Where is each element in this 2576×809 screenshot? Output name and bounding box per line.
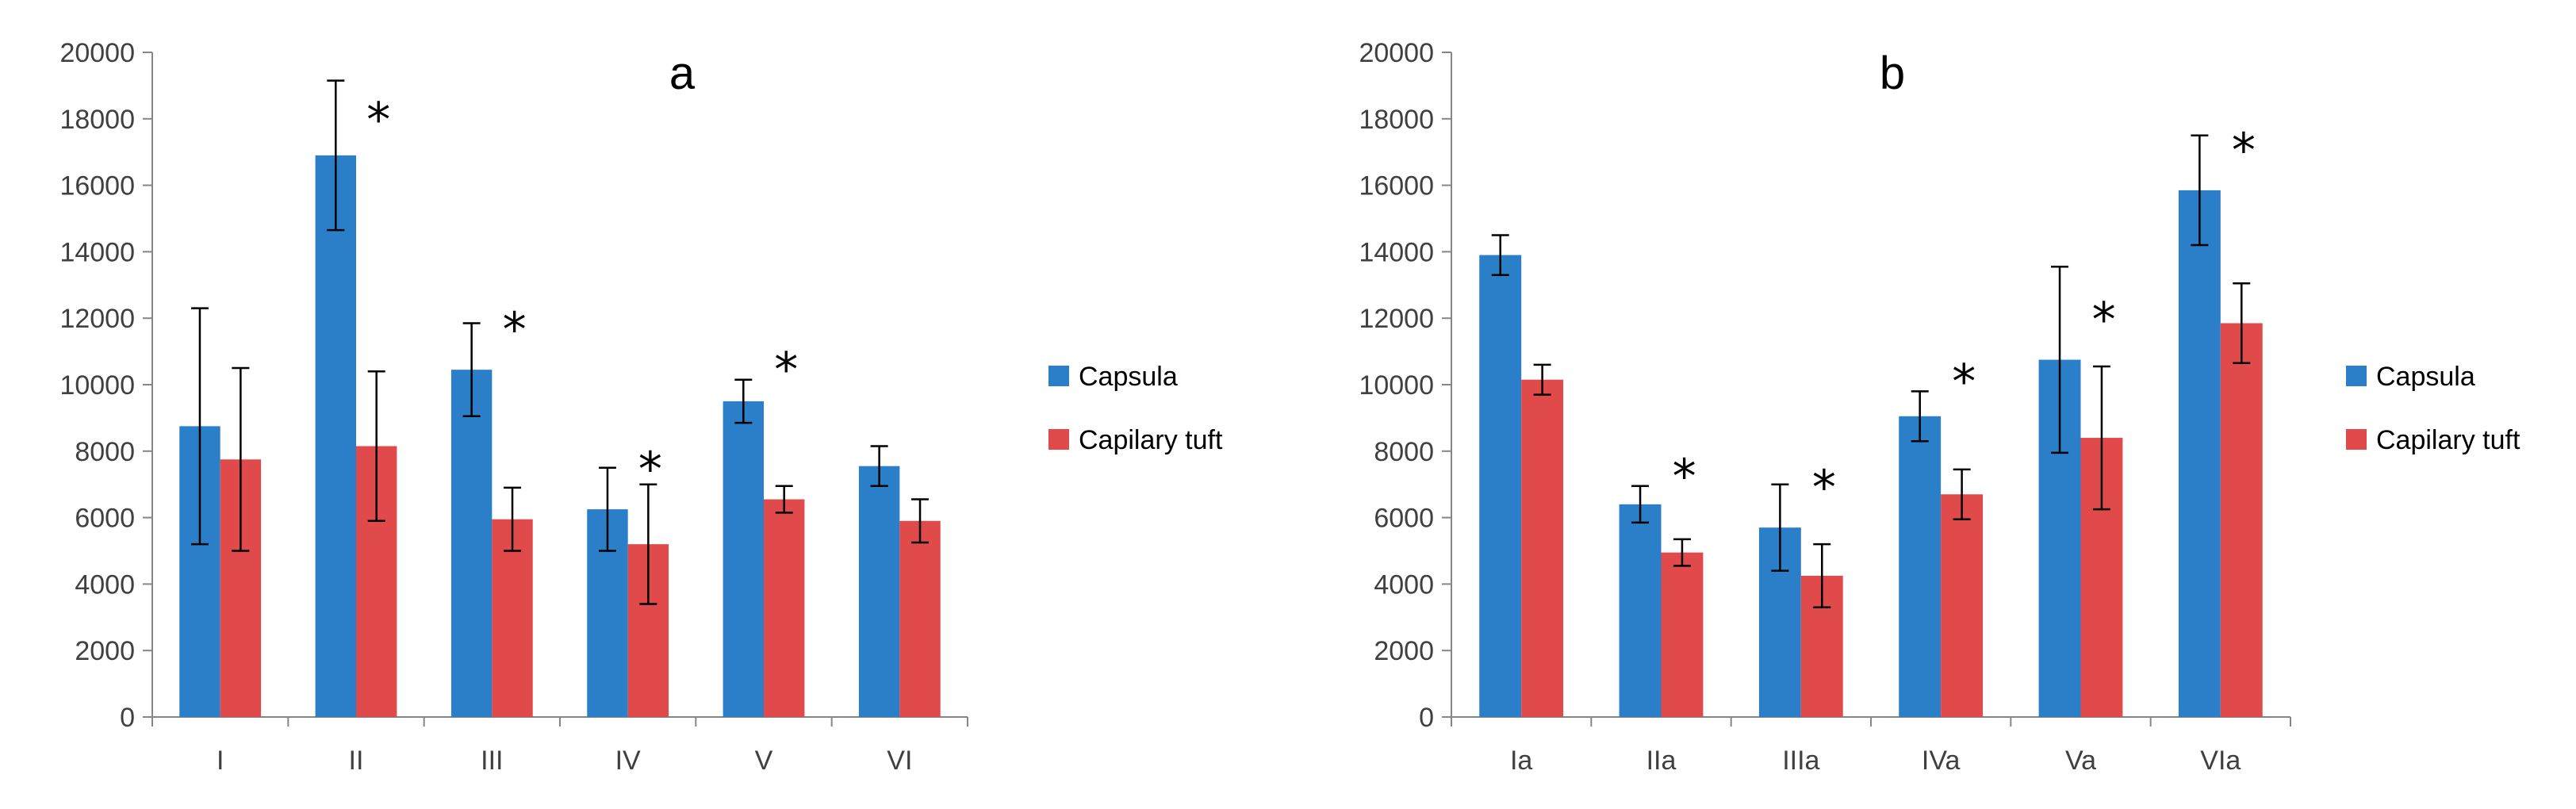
significance-star: * [2092, 293, 2116, 348]
significance-star: * [2232, 123, 2256, 178]
x-tick-label: IV [615, 746, 641, 776]
x-tick-label: VI [887, 746, 912, 776]
x-tick-label: VIa [2200, 746, 2241, 776]
y-tick-label: 12000 [59, 304, 135, 334]
bar-capsula-VIa [2178, 190, 2221, 717]
panel-title: a [669, 48, 696, 99]
significance-star: * [1812, 460, 1836, 516]
y-tick-label: 4000 [75, 569, 135, 600]
y-tick-label: 0 [1419, 703, 1434, 733]
bar-capilary-tuft-III [492, 519, 533, 717]
legend-swatch [1048, 366, 1069, 386]
y-tick-label: 20000 [59, 38, 135, 68]
y-tick-label: 10000 [59, 370, 135, 401]
y-tick-label: 18000 [59, 105, 135, 135]
x-tick-label: II [349, 746, 364, 776]
bar-capilary-tuft-VI [899, 520, 941, 717]
legend-label: Capilary tuft [1079, 425, 1223, 455]
y-tick-label: 16000 [1359, 171, 1434, 201]
x-tick-label: V [755, 746, 773, 776]
x-tick-label: IVa [1922, 746, 1961, 776]
significance-star: * [366, 93, 390, 148]
bar-capilary-tuft-Ia [1521, 379, 1564, 717]
bar-capilary-tuft-V [764, 499, 805, 717]
bar-capilary-tuft-IVa [1941, 494, 1984, 717]
y-tick-label: 2000 [75, 636, 135, 666]
significance-star: * [774, 343, 798, 398]
y-tick-label: 18000 [1359, 105, 1434, 135]
bar-capsula-II [315, 155, 356, 717]
bar-capsula-III [450, 370, 493, 717]
y-tick-label: 6000 [1374, 504, 1434, 534]
y-tick-label: 14000 [1359, 237, 1434, 267]
legend: Capsula Capilary tuft [1048, 362, 1223, 455]
chart-panel-a: 0 2000 4000 6000 8000 10000 12000 14000 16000 180… [59, 38, 1223, 776]
bar-capsula-IVa [1899, 416, 1942, 717]
legend-label: Capilary tuft [2376, 425, 2520, 455]
bar-capilary-tuft-IIa [1661, 552, 1704, 717]
significance-star: * [1673, 449, 1696, 504]
x-tick-label: Va [2065, 746, 2096, 776]
significance-star: * [503, 302, 527, 358]
y-tick-label: 12000 [1359, 304, 1434, 334]
panel-title: b [1880, 48, 1905, 99]
y-tick-label: 14000 [59, 237, 135, 267]
y-tick-label: 8000 [1374, 437, 1434, 467]
bar-capsula-V [723, 401, 764, 717]
significance-star: * [1952, 354, 1976, 409]
x-tick-label: IIa [1646, 746, 1677, 776]
bar-capilary-tuft-VIa [2220, 323, 2263, 717]
significance-star: * [638, 442, 662, 497]
bar-capsula-VI [858, 466, 900, 717]
chart-panel-b: 0 2000 4000 6000 8000 10000 12000 14000 16000 180… [1359, 38, 2520, 776]
y-tick-label: 6000 [75, 504, 135, 534]
legend: Capsula Capilary tuft [2346, 362, 2520, 455]
y-tick-label: 4000 [1374, 569, 1434, 600]
y-tick-label: 16000 [59, 171, 135, 201]
bar-capsula-Ia [1479, 255, 1522, 718]
y-tick-label: 0 [120, 703, 135, 733]
y-tick-label: 20000 [1359, 38, 1434, 68]
x-tick-label: IIIa [1782, 746, 1819, 776]
legend-label: Capsula [2376, 362, 2475, 392]
y-tick-label: 2000 [1374, 636, 1434, 666]
legend-swatch [2346, 366, 2367, 386]
legend-label: Capsula [1079, 362, 1178, 392]
bar-capsula-IIa [1619, 504, 1662, 717]
legend-swatch [2346, 429, 2367, 450]
x-tick-label: I [217, 746, 224, 776]
y-tick-label: 10000 [1359, 370, 1434, 401]
x-tick-label: Ia [1510, 746, 1532, 776]
x-tick-label: III [481, 746, 503, 776]
y-tick-label: 8000 [75, 437, 135, 467]
legend-swatch [1048, 429, 1069, 450]
